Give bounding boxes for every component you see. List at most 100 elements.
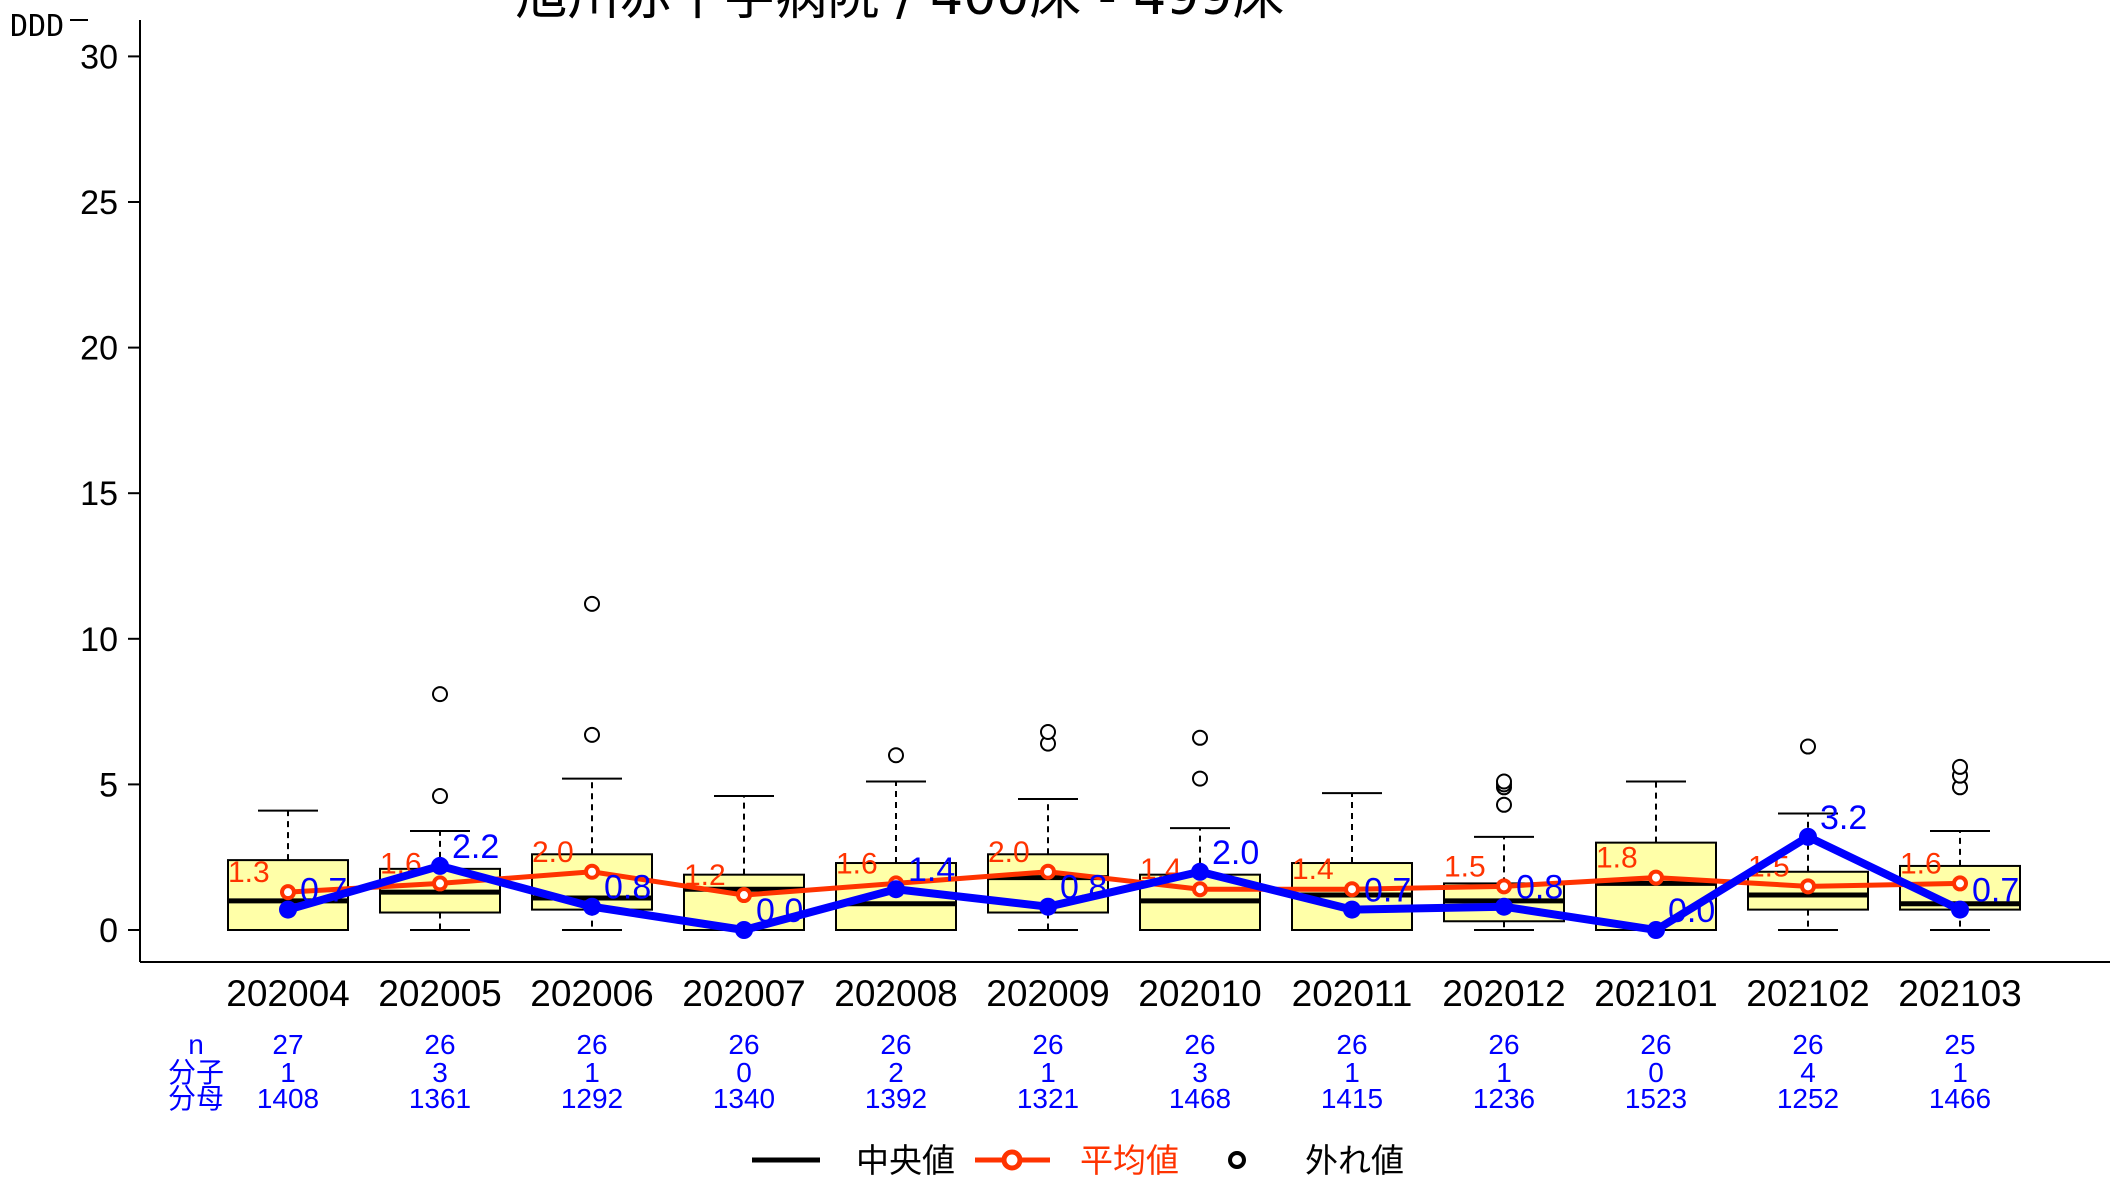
x-tick-label: 202101 — [1594, 973, 1717, 1014]
count-cell: 26 — [424, 1029, 455, 1060]
count-cell: 1 — [1344, 1057, 1360, 1088]
hospital-value-label: 2.0 — [1212, 834, 1259, 872]
box-202005 — [379, 686, 501, 931]
count-cell: 26 — [1032, 1029, 1063, 1060]
legend: 中央値 平均値 外れ値 — [752, 1141, 1404, 1180]
legend-outlier-swatch — [1228, 1151, 1246, 1169]
count-cell: 1392 — [865, 1083, 927, 1114]
count-cell: 1321 — [1017, 1083, 1079, 1114]
hospital-value-label: 0.7 — [1972, 872, 2019, 910]
outlier-point — [432, 788, 448, 805]
x-axis: 202004 202005 202006 202007 202008 202009 2020… — [226, 973, 2021, 1014]
hospital-value-label: 0.8 — [604, 869, 651, 907]
hospital-value-label: 0.8 — [1516, 869, 1563, 907]
y-tick-label: 20 — [80, 330, 118, 368]
mean-value-label: 1.4 — [1292, 853, 1334, 886]
count-row-label: 分子 — [168, 1057, 224, 1088]
count-cell: 4 — [1800, 1057, 1816, 1088]
hospital-value-label: 0.8 — [1060, 869, 1107, 907]
hospital-point — [1951, 900, 1969, 919]
hospital-value-label: 1.4 — [908, 851, 955, 889]
count-cell: 1 — [280, 1057, 296, 1088]
outlier-point — [888, 747, 904, 764]
x-tick-label: 202010 — [1138, 973, 1261, 1014]
count-cell: 1361 — [409, 1083, 471, 1114]
hospital-point — [887, 880, 905, 899]
y-axis-label: DDD — [10, 9, 64, 44]
outlier-point — [1040, 723, 1056, 740]
x-tick-label: 202008 — [834, 973, 957, 1014]
hospital-value-label: 2.2 — [452, 828, 499, 866]
hospital-series: 0.7 2.2 0.8 0.0 1.4 0.8 2.0 0.7 0.8 0.0 3.2 0.7 — [279, 799, 2019, 939]
count-cell: 1408 — [257, 1083, 319, 1114]
hospital-point — [279, 900, 297, 919]
mean-value-label: 1.6 — [836, 847, 878, 880]
mean-point — [1192, 881, 1208, 898]
y-tick-label: 15 — [80, 475, 118, 513]
hospital-point — [735, 921, 753, 939]
hospital-point — [1191, 862, 1209, 881]
mean-point — [1952, 875, 1968, 892]
count-cell: 27 — [272, 1029, 303, 1060]
outlier-point — [584, 595, 600, 612]
count-cell: 26 — [576, 1029, 607, 1060]
legend-mean-label: 平均値 — [1080, 1141, 1179, 1180]
hospital-value-label: 0.7 — [1364, 872, 1411, 910]
mean-value-label: 2.0 — [988, 836, 1030, 869]
box-202010 — [1139, 729, 1261, 931]
y-tick-label: 10 — [80, 621, 118, 659]
hospital-value-label: 0.0 — [756, 892, 803, 930]
x-tick-label: 202103 — [1898, 973, 2021, 1014]
count-cell: 26 — [1792, 1029, 1823, 1060]
mean-value-label: 1.2 — [684, 859, 726, 892]
hospital-point — [1799, 827, 1817, 846]
y-tick-label: 0 — [99, 912, 118, 950]
y-tick-label: 30 — [80, 38, 118, 76]
count-table: n 27 26 26 26 26 26 26 26 26 26 26 25 分子 1 3 1 0 2 1 3 1 1 0 4 1 分… — [168, 1029, 1991, 1114]
mean-point — [1648, 869, 1664, 886]
count-cell: 26 — [1336, 1029, 1367, 1060]
mean-line — [287, 869, 1961, 898]
count-cell: 26 — [728, 1029, 759, 1060]
mean-value-label: 1.3 — [228, 856, 270, 889]
mean-point — [1040, 863, 1056, 880]
count-cell: 1252 — [1777, 1083, 1839, 1114]
box-202101 — [1595, 780, 1717, 932]
mean-point — [1800, 878, 1816, 895]
y-axis: 0 5 10 15 20 25 30 — [70, 19, 2110, 963]
count-cell: 1 — [584, 1057, 600, 1088]
legend-median-label: 中央値 — [856, 1141, 955, 1180]
mean-value-label: 2.0 — [532, 836, 574, 869]
hospital-point — [1647, 921, 1665, 939]
outlier-point — [1800, 738, 1816, 755]
hospital-value-label: 0.7 — [300, 872, 347, 910]
outlier-point — [1192, 770, 1208, 787]
outlier-point — [1952, 758, 1968, 775]
x-tick-label: 202102 — [1746, 973, 1869, 1014]
count-row-label: n — [188, 1029, 204, 1060]
y-tick-label: 25 — [80, 184, 118, 222]
legend-outlier-label: 外れ値 — [1305, 1141, 1404, 1180]
x-tick-label: 202005 — [378, 973, 501, 1014]
count-cell: 1523 — [1625, 1083, 1687, 1114]
mean-value-label: 1.6 — [1900, 847, 1942, 880]
mean-point — [584, 863, 600, 880]
x-tick-label: 202006 — [530, 973, 653, 1014]
count-cell: 1466 — [1929, 1083, 1991, 1114]
hospital-line — [286, 832, 1962, 934]
count-cell: 3 — [432, 1057, 448, 1088]
hospital-value-label: 3.2 — [1820, 799, 1867, 837]
x-tick-label: 202011 — [1292, 973, 1413, 1014]
hospital-point — [1343, 900, 1361, 919]
count-cell: 1415 — [1321, 1083, 1383, 1114]
legend-mean-swatch-marker — [1001, 1149, 1023, 1171]
hospital-point — [1039, 897, 1057, 916]
mean-point — [280, 884, 296, 901]
outlier-point — [432, 686, 448, 703]
count-cell: 2 — [888, 1057, 904, 1088]
count-cell: 1 — [1496, 1057, 1512, 1088]
count-cell: 3 — [1192, 1057, 1208, 1088]
count-cell: 1340 — [713, 1083, 775, 1114]
count-cell: 1236 — [1473, 1083, 1535, 1114]
